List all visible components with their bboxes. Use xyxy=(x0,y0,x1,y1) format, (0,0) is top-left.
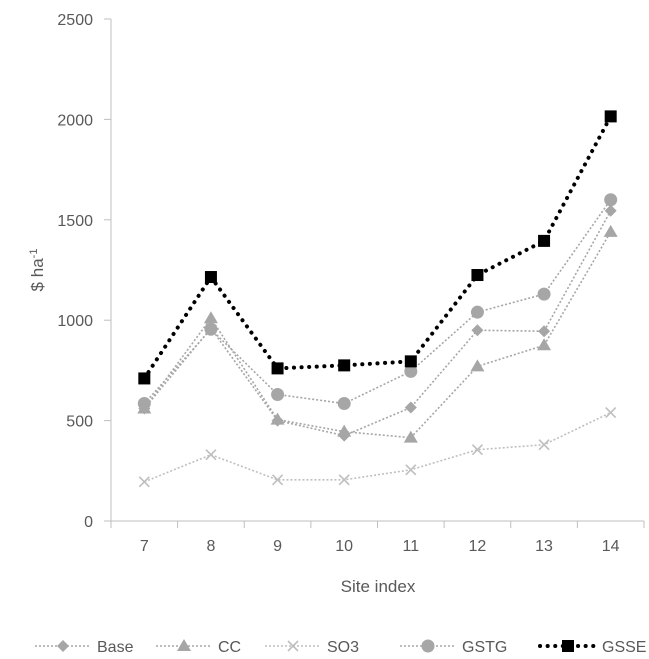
legend-marker-gstg xyxy=(421,639,435,653)
x-tick-label: 9 xyxy=(273,538,282,555)
legend-label-base: Base xyxy=(97,639,134,656)
x-tick-label: 11 xyxy=(403,538,420,555)
point-gstg xyxy=(337,397,351,411)
point-cc xyxy=(537,338,552,351)
point-base xyxy=(604,204,617,217)
point-so3 xyxy=(405,464,417,476)
point-so3 xyxy=(338,474,350,486)
legend-marker-gsse xyxy=(562,640,574,652)
point-so3 xyxy=(471,444,484,456)
point-so3 xyxy=(138,476,150,488)
point-base xyxy=(471,324,484,337)
x-tick-label: 12 xyxy=(469,538,487,555)
legend-label-gsse: GSSE xyxy=(602,639,646,656)
point-cc xyxy=(270,412,285,425)
point-gstg xyxy=(470,305,484,319)
legend-item-cc: CC xyxy=(156,639,241,656)
series-line-gstg xyxy=(143,199,612,405)
y-tick-label: 0 xyxy=(84,514,93,531)
axes xyxy=(110,19,644,522)
legend-item-so3: SO3 xyxy=(265,639,359,656)
point-gstg xyxy=(604,193,618,207)
point-cc xyxy=(603,224,618,237)
point-gstg xyxy=(271,387,285,401)
y-tick-label: 1000 xyxy=(57,313,93,330)
point-so3 xyxy=(271,474,284,486)
point-gstg xyxy=(204,322,218,336)
legend-label-cc: CC xyxy=(218,639,241,656)
y-tick-label: 1500 xyxy=(57,213,93,230)
x-tick-label: 7 xyxy=(140,538,149,555)
series-gsse xyxy=(138,110,617,385)
point-base xyxy=(404,401,417,414)
series-so3 xyxy=(138,407,617,488)
x-tick-label: 8 xyxy=(206,538,215,555)
series-gstg xyxy=(137,193,618,411)
x-axis-title: Site index xyxy=(341,577,416,596)
point-gstg xyxy=(137,397,151,411)
legend: Base CC SO3 GSTG GSSE xyxy=(35,639,646,656)
legend-label-gstg: GSTG xyxy=(462,639,507,656)
point-gstg xyxy=(537,287,551,301)
point-base xyxy=(538,325,551,338)
series-layer xyxy=(137,110,618,488)
point-cc xyxy=(403,430,418,443)
y-tick-label: 2500 xyxy=(57,12,93,29)
point-gsse xyxy=(138,372,151,385)
point-gsse xyxy=(471,269,484,282)
y-tick-label: 2000 xyxy=(57,112,93,129)
legend-item-base: Base xyxy=(35,639,134,656)
point-gsse xyxy=(204,271,217,284)
legend-label-so3: SO3 xyxy=(327,639,359,656)
point-so3 xyxy=(538,439,550,451)
point-cc xyxy=(470,359,485,372)
series-line-base xyxy=(143,210,612,437)
point-gsse xyxy=(538,234,551,247)
point-so3 xyxy=(205,449,217,461)
x-tick-label: 13 xyxy=(535,538,553,555)
point-gstg xyxy=(404,364,418,378)
point-cc xyxy=(337,424,352,437)
x-tick-labels: 7 8 9 10 11 12 13 14 xyxy=(110,521,645,555)
x-tick-label: 10 xyxy=(335,538,353,555)
y-axis-title: $ ha-1 xyxy=(28,249,47,292)
series-cc xyxy=(137,224,618,443)
y-tick-label: 500 xyxy=(66,414,93,431)
x-tick-label: 14 xyxy=(602,538,620,555)
series-line-cc xyxy=(143,231,612,439)
legend-marker-so3 xyxy=(287,640,299,652)
point-cc xyxy=(203,311,218,324)
point-gsse xyxy=(271,362,284,375)
point-gsse xyxy=(604,110,617,123)
legend-marker-base xyxy=(57,640,69,652)
point-gsse xyxy=(338,359,351,372)
point-gsse xyxy=(404,355,417,368)
series-line-gsse xyxy=(142,114,613,381)
y-tick-labels: 0 500 1000 1500 2000 2500 xyxy=(57,12,111,531)
legend-item-gsse: GSSE xyxy=(538,639,646,656)
point-so3 xyxy=(605,407,617,419)
legend-marker-cc xyxy=(177,639,191,651)
legend-item-gstg: GSTG xyxy=(400,639,507,656)
